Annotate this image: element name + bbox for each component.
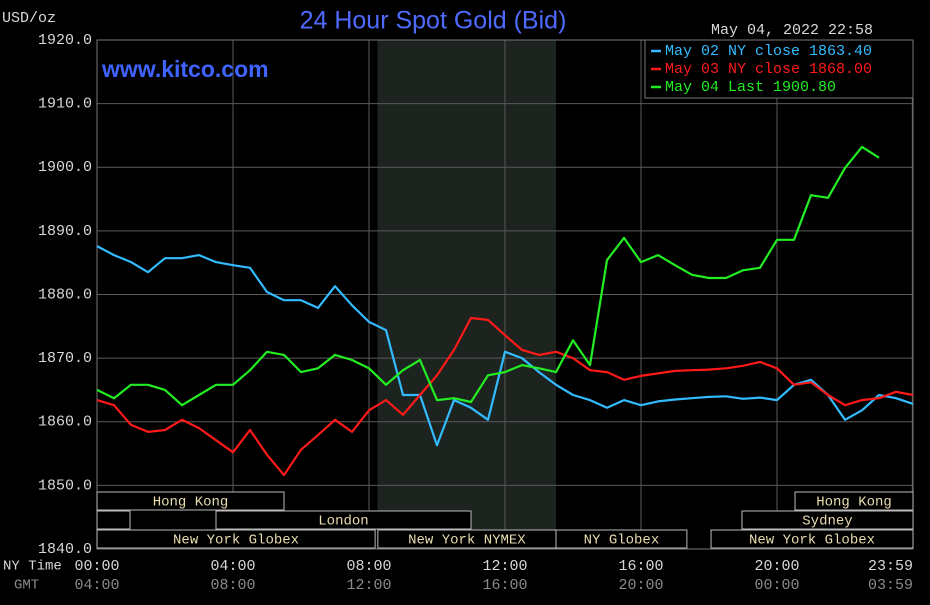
y-axis-label: USD/oz (2, 10, 56, 27)
x-tick-label-gmt: 00:00 (754, 577, 799, 594)
session-label: New York NYMEX (408, 533, 526, 549)
series-line (96, 145, 880, 407)
session-box (96, 510, 131, 530)
session-label: NY Globex (584, 533, 660, 549)
series-line (96, 316, 914, 477)
session-label: Hong Kong (816, 495, 892, 511)
x-tick-label: 20:00 (754, 558, 799, 575)
legend-label: May 03 NY close 1868.00 (665, 61, 872, 78)
plot-border (96, 39, 914, 550)
session-label: New York Globex (173, 533, 299, 549)
series-line (96, 245, 914, 447)
session-label: Sydney (802, 514, 852, 530)
y-tick-label: 1870.0 (38, 350, 92, 367)
x-tick-label-gmt: 03:59 (868, 577, 913, 594)
y-tick-label: 1910.0 (38, 96, 92, 113)
subtitle: www.kitco.com (101, 56, 269, 82)
session-box (96, 529, 376, 549)
x-tick-label-gmt: 08:00 (210, 577, 255, 594)
legend-label: May 04 Last 1900.80 (665, 79, 836, 96)
session-box (96, 491, 285, 511)
session-label: Hong Kong (153, 495, 229, 511)
timestamp: May 04, 2022 22:58 (711, 22, 873, 39)
plot-underlay (96, 39, 914, 550)
x-tick-label-gmt: 20:00 (618, 577, 663, 594)
x-tick-label: 04:00 (210, 558, 255, 575)
session-box (741, 510, 914, 530)
legend-label: May 02 NY close 1863.40 (665, 43, 872, 60)
y-tick-label: 1920.0 (38, 32, 92, 49)
y-tick-label: 1850.0 (38, 477, 92, 494)
session-box (555, 529, 688, 549)
y-tick-label: 1890.0 (38, 223, 92, 240)
x-tick-label-gmt: 04:00 (74, 577, 119, 594)
y-tick-label: 1860.0 (38, 414, 92, 431)
x-tick-label: 23:59 (868, 558, 913, 575)
chart-title: 24 Hour Spot Gold (Bid) (300, 7, 567, 35)
session-box (215, 510, 472, 530)
x-row-label: GMT (14, 578, 39, 594)
x-tick-label: 08:00 (346, 558, 391, 575)
x-tick-label: 16:00 (618, 558, 663, 575)
x-tick-label: 12:00 (482, 558, 527, 575)
x-row-label: NY Time (3, 559, 62, 575)
session-label: New York Globex (749, 533, 875, 549)
session-box (710, 529, 914, 549)
y-tick-label: 1900.0 (38, 159, 92, 176)
y-tick-label: 1880.0 (38, 286, 92, 303)
legend-box (644, 39, 914, 99)
session-label: London (318, 514, 368, 530)
session-box (794, 491, 914, 511)
x-tick-label-gmt: 16:00 (482, 577, 527, 594)
x-tick-label: 00:00 (74, 558, 119, 575)
y-tick-label: 1840.0 (38, 541, 92, 558)
x-tick-label-gmt: 12:00 (346, 577, 391, 594)
